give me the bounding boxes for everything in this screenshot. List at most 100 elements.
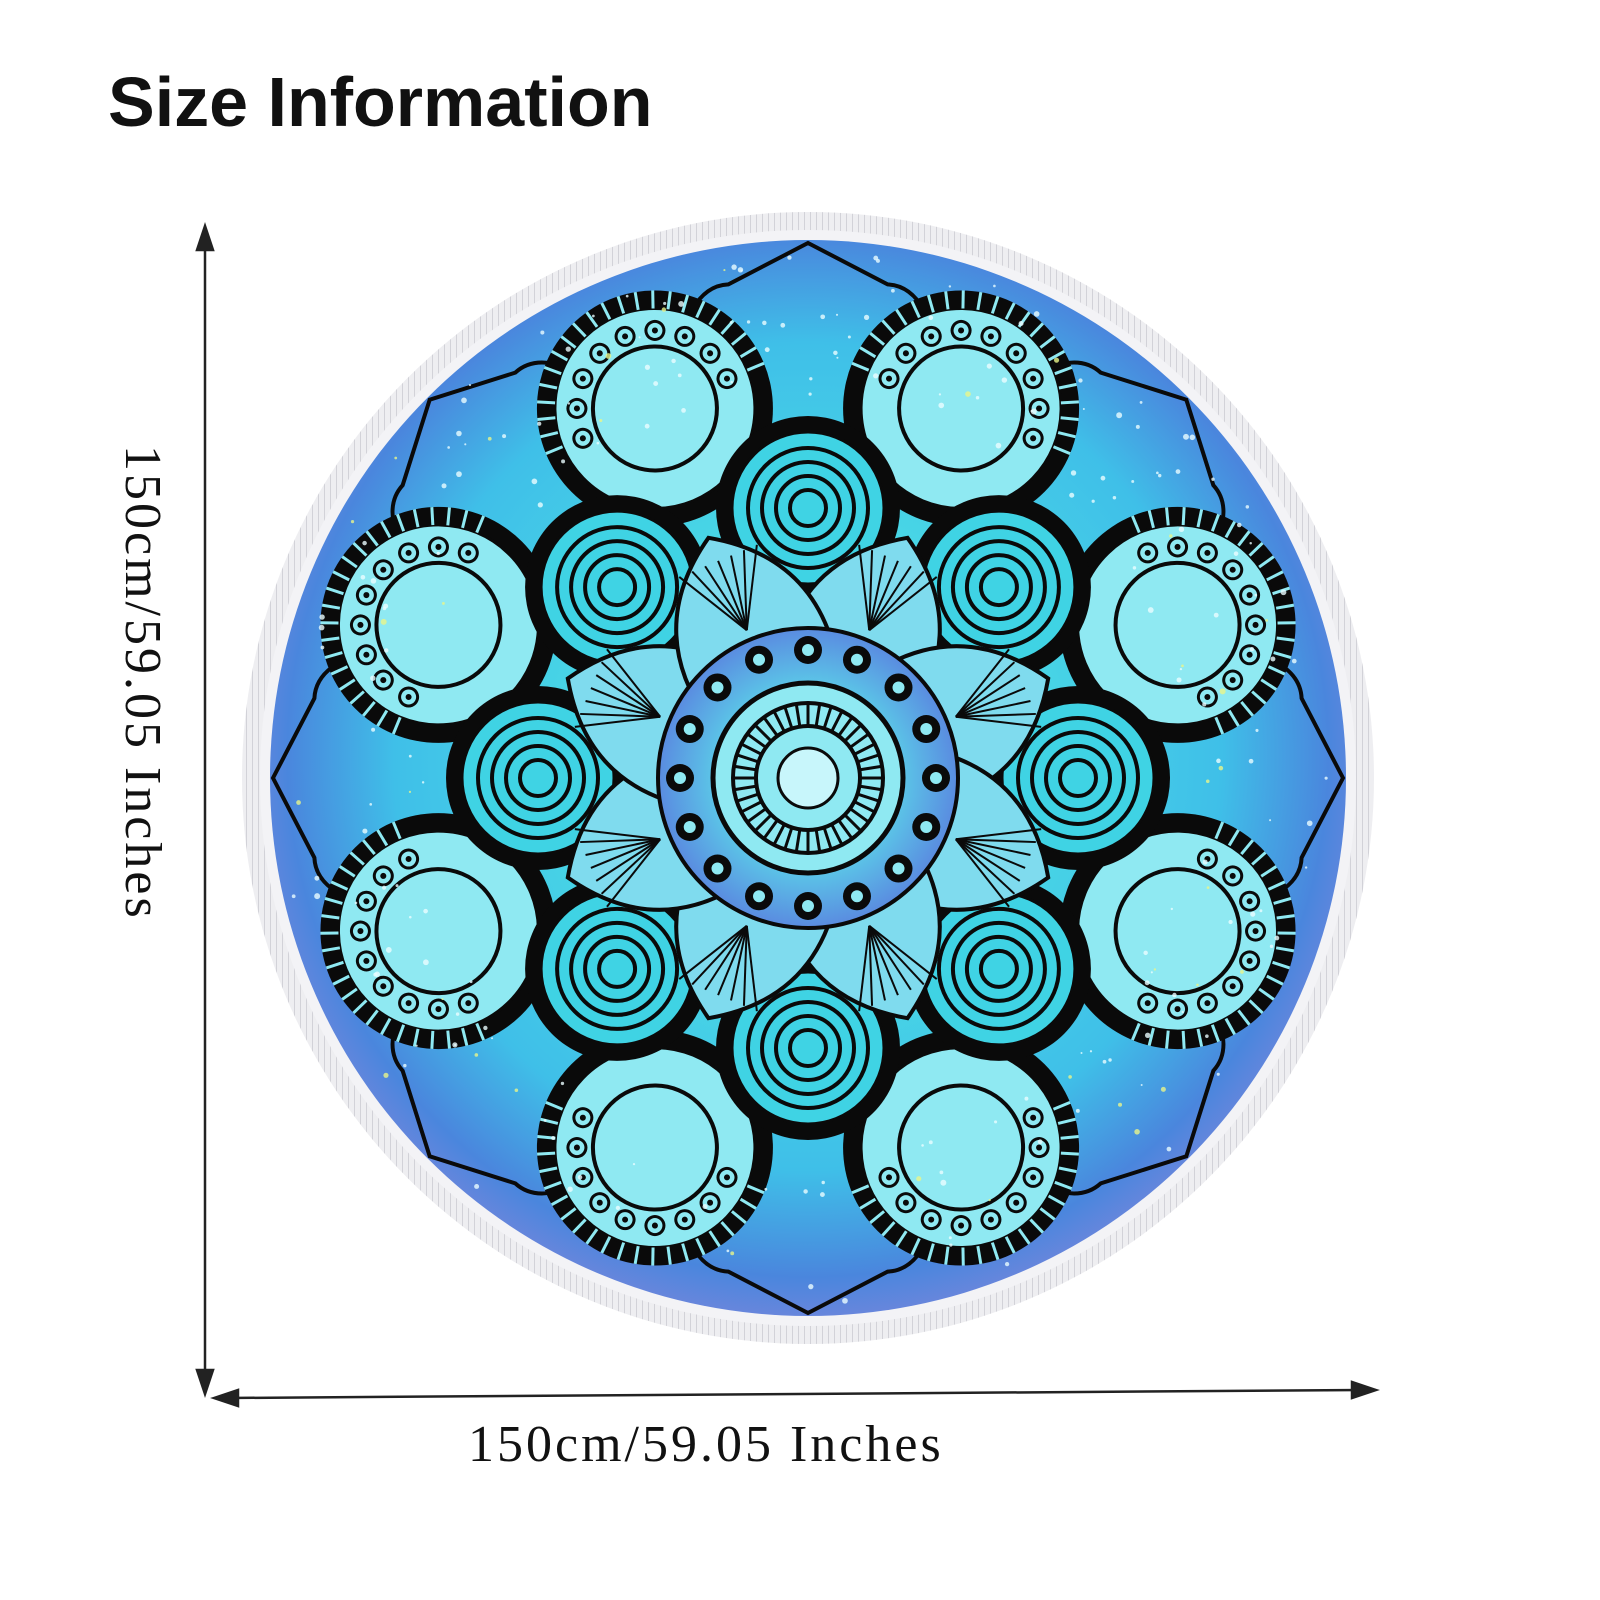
speckle <box>1183 433 1189 440</box>
speckle <box>474 1183 480 1189</box>
speckle <box>1218 765 1224 771</box>
speckle <box>314 893 321 900</box>
speckle <box>1219 688 1226 695</box>
speckle <box>1001 377 1008 383</box>
speckle <box>408 915 412 919</box>
speckle <box>502 434 507 439</box>
speckle <box>408 754 412 758</box>
speckle <box>681 408 686 413</box>
speckle <box>374 971 380 978</box>
speckle <box>1216 758 1221 764</box>
height-dimension-label-wrap: 150cm/59.05 Inches <box>100 445 172 1025</box>
speckle <box>1255 728 1259 732</box>
speckle <box>514 1088 519 1093</box>
speckle <box>1259 909 1263 913</box>
speckle <box>1172 992 1177 998</box>
speckle <box>1143 950 1148 956</box>
speckle <box>455 1012 460 1016</box>
speckle <box>452 1042 458 1048</box>
speckle <box>1078 378 1083 383</box>
speckle <box>809 377 813 381</box>
speckle <box>819 1192 825 1197</box>
speckle <box>921 1144 924 1147</box>
speckle <box>1216 1072 1220 1076</box>
speckle <box>1018 320 1024 327</box>
speckle <box>730 380 733 384</box>
speckle <box>787 255 792 260</box>
speckle <box>702 1204 708 1210</box>
speckle <box>780 322 786 328</box>
speckle <box>644 423 650 429</box>
speckle <box>1280 589 1287 596</box>
speckle <box>1205 1034 1209 1038</box>
speckle <box>468 384 472 387</box>
speckle <box>638 336 641 339</box>
speckle <box>591 314 595 318</box>
speckle <box>730 1251 735 1256</box>
speckle <box>1170 907 1174 911</box>
speckle <box>577 1175 583 1180</box>
speckle <box>723 269 726 272</box>
speckle <box>1237 522 1242 528</box>
speckle <box>1135 424 1140 429</box>
width-dimension-label: 150cm/59.05 Inches <box>468 1416 944 1473</box>
speckle <box>938 393 942 396</box>
speckle <box>1206 886 1210 889</box>
speckle <box>381 885 387 890</box>
speckle <box>442 601 445 605</box>
speckle <box>808 392 812 396</box>
speckle <box>1117 1102 1123 1107</box>
speckle <box>456 430 462 437</box>
mandala-pattern <box>270 240 1346 1316</box>
speckle <box>1030 408 1037 415</box>
speckle <box>632 1162 636 1166</box>
speckle <box>1070 470 1077 476</box>
speckle <box>938 402 945 409</box>
speckle <box>891 288 895 293</box>
speckle <box>986 363 992 369</box>
speckle <box>436 551 440 556</box>
speckle <box>836 356 839 359</box>
speckle <box>975 396 980 400</box>
speckle <box>1205 779 1210 784</box>
speckle <box>731 264 737 270</box>
page-title: Size Information <box>108 63 653 141</box>
speckle <box>1265 619 1269 622</box>
speckle <box>671 358 676 364</box>
speckle <box>383 603 389 609</box>
speckle <box>1144 980 1150 986</box>
speckle <box>928 1140 933 1145</box>
speckle <box>949 1243 953 1247</box>
speckle <box>661 307 667 312</box>
speckle <box>1228 919 1233 925</box>
speckle <box>746 320 751 324</box>
speckle <box>1306 820 1313 827</box>
speckle <box>764 1187 768 1191</box>
speckle <box>729 320 733 324</box>
speckle <box>415 1044 418 1047</box>
speckle <box>423 908 428 914</box>
speckle <box>644 364 651 370</box>
speckle <box>1082 408 1085 411</box>
horizontal-dimension-arrow <box>210 1380 1380 1408</box>
speckle <box>994 1120 998 1124</box>
speckle <box>362 540 367 546</box>
speckle <box>1108 1058 1112 1062</box>
speckle <box>319 614 325 620</box>
speckle <box>1202 859 1208 865</box>
speckle <box>678 301 685 307</box>
speckle <box>1169 534 1173 538</box>
speckle <box>1166 1146 1172 1152</box>
speckle <box>842 1297 848 1304</box>
speckle <box>988 1198 991 1202</box>
speckle <box>1175 469 1181 474</box>
speckle <box>369 803 373 806</box>
speckle <box>291 894 296 899</box>
speckle <box>537 502 543 508</box>
speckle <box>1080 1051 1083 1054</box>
speckle <box>320 645 325 650</box>
speckle <box>863 314 870 320</box>
speckle <box>1248 758 1254 764</box>
speckle <box>1112 495 1117 500</box>
speckle <box>1150 971 1153 974</box>
